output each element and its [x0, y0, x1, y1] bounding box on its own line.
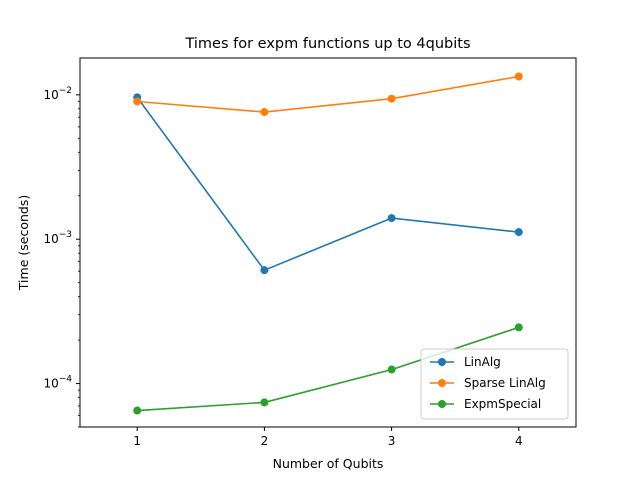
data-point [514, 323, 523, 332]
legend: LinAlg Sparse LinAlg ExpmSpecial [420, 348, 569, 420]
y-axis-label: Time (seconds) [16, 195, 31, 291]
x-tick-label: 3 [388, 434, 396, 448]
axes-frame [79, 57, 577, 428]
x-tick-label: 2 [261, 434, 269, 448]
y-tick-label: 10−2 [43, 86, 72, 102]
x-tick-label: 1 [133, 434, 141, 448]
series-line-2 [137, 75, 519, 113]
legend-marker [438, 400, 446, 408]
data-point [514, 72, 523, 81]
legend-marker [438, 379, 446, 387]
legend-box [420, 348, 569, 420]
legend-label: Sparse LinAlg [464, 376, 546, 390]
series-line-1 [136, 96, 519, 272]
legend-label: ExpmSpecial [464, 397, 541, 411]
data-point [387, 365, 396, 374]
data-point [133, 97, 142, 106]
data-point [260, 398, 269, 407]
x-tick-label: 4 [515, 434, 523, 448]
data-point [260, 266, 269, 275]
data-point [387, 94, 396, 103]
data-point [133, 406, 142, 415]
x-axis-label: Number of Qubits [273, 456, 384, 471]
data-point [260, 108, 269, 117]
chart-title: Times for expm functions up to 4qubits [184, 36, 470, 52]
y-tick-label: 10−4 [43, 375, 72, 391]
legend-label: LinAlg [464, 355, 501, 369]
data-point [387, 214, 396, 223]
plot-area: 1 2 3 4 10−2 10−3 10−4 [43, 72, 523, 448]
data-point [514, 228, 523, 237]
legend-marker [438, 358, 446, 366]
y-tick-label: 10−3 [43, 230, 72, 246]
